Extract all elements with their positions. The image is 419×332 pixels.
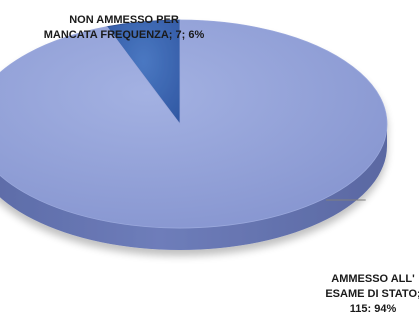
slice-label-ammesso: AMMESSO ALL' ESAME DI STATO; 115: 94% <box>325 273 419 315</box>
slice-label-non-ammesso: NON AMMESSO PER MANCATA FREQUENZA; 7; 6% <box>43 14 205 41</box>
pie-side-wall <box>0 124 387 250</box>
pie-slice-ammesso <box>0 19 388 229</box>
